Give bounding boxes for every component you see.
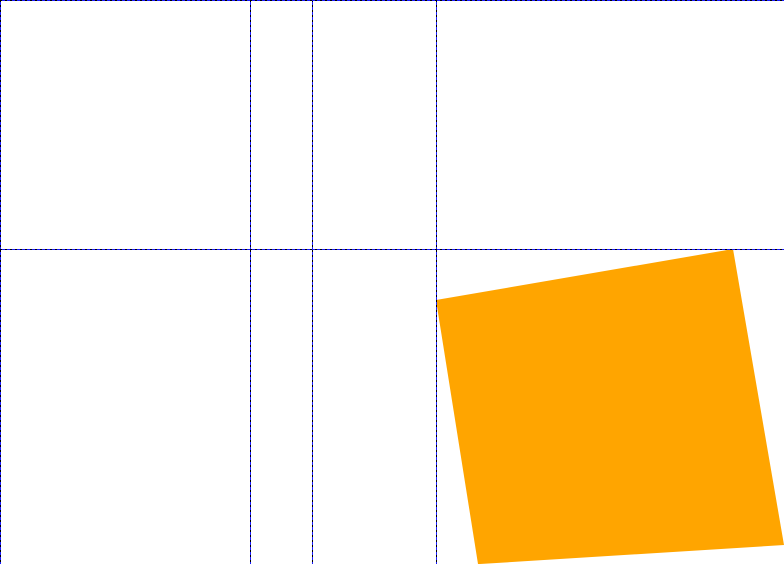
orange-rotated-square[interactable] — [436, 249, 784, 564]
